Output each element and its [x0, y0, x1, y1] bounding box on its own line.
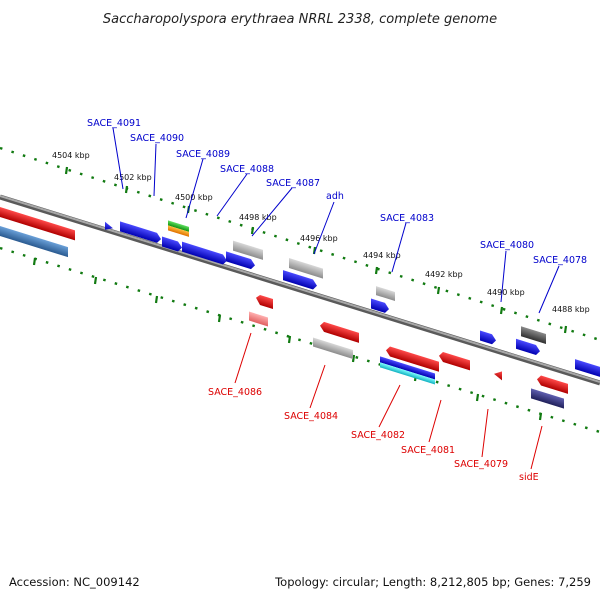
kbp-label: 4494 kbp	[363, 251, 401, 260]
gene-feature-sace-4089-green	[168, 220, 189, 232]
gene-label-sace-4086: SACE_4086	[208, 387, 262, 398]
accession-text: Accession: NC_009142	[9, 575, 140, 589]
kbp-label: 4498 kbp	[239, 213, 277, 222]
kbp-label: 4492 kbp	[425, 270, 463, 279]
gene-feature-blue-4083	[371, 298, 389, 313]
gene-feature-left-steel	[0, 225, 68, 258]
gene-feature-sace-4084	[313, 337, 353, 359]
reverse-gene-leaders	[234, 332, 543, 470]
gene-label-sace-4079: SACE_4079	[454, 459, 508, 470]
gene-feature-sace-4080	[480, 330, 496, 345]
kbp-label: 4502 kbp	[114, 173, 152, 182]
gene-feature-left-red	[0, 206, 75, 241]
gene-feature-red-arrow	[320, 321, 359, 343]
gene-feature-adh-blue	[283, 270, 317, 290]
reverse-gene-features	[0, 206, 568, 409]
gene-label-sace-4091: SACE_4091	[87, 118, 141, 129]
kbp-label: 4490 kbp	[487, 288, 525, 297]
kbp-label: 4496 kbp	[300, 234, 338, 243]
gene-feature-sace-4081	[439, 351, 470, 371]
gene-feature-sidE	[531, 388, 564, 409]
gene-label-sace-4089: SACE_4089	[176, 149, 230, 160]
gene-label-sace-4084: SACE_4084	[284, 411, 338, 422]
gene-label-sace-4083: SACE_4083	[380, 213, 434, 224]
gene-feature-sace-4082-blue	[380, 356, 435, 380]
kbp-label: 4500 kbp	[175, 193, 213, 202]
inner-tick-track	[0, 246, 600, 434]
gene-feature-adh	[289, 258, 323, 279]
gene-label-sace-4081: SACE_4081	[401, 445, 455, 456]
gene-feature-sace-4086	[256, 294, 273, 310]
forward-gene-labels: SACE_4091 SACE_4090 SACE_4089 SACE_4088 …	[87, 118, 587, 266]
kbp-label: 4488 kbp	[552, 305, 590, 314]
gene-feature-sace-4087	[226, 251, 255, 270]
gene-feature-sace-4086-pink	[249, 311, 268, 327]
gene-feature-sace-4089-orange	[168, 225, 189, 237]
gene-label-sace-4082: SACE_4082	[351, 430, 405, 441]
kbp-label: 4504 kbp	[52, 151, 90, 160]
gene-feature-blue-4078	[516, 338, 540, 355]
gene-label-sace-4087: SACE_4087	[266, 178, 320, 189]
gene-feature-sace-4088	[182, 241, 227, 265]
major-ticks-inner	[32, 257, 543, 421]
forward-gene-features	[105, 220, 600, 379]
gene-label-sidE: sidE	[519, 472, 539, 483]
gene-label-sace-4090: SACE_4090	[130, 133, 184, 144]
gene-feature-sace-4090	[120, 221, 161, 243]
gene-feature-sace-4083	[376, 286, 395, 302]
gene-label-sace-4080: SACE_4080	[480, 240, 534, 251]
gene-feature-sace-4078	[521, 326, 546, 345]
gene-label-adh: adh	[326, 191, 344, 202]
gene-feature-small-blue	[162, 236, 182, 252]
forward-gene-leaders	[112, 127, 560, 314]
gene-label-sace-4078: SACE_4078	[533, 255, 587, 266]
gene-label-sace-4088: SACE_4088	[220, 164, 274, 175]
kbp-ruler-labels: 4504 kbp 4502 kbp 4500 kbp 4498 kbp 4496…	[52, 151, 590, 314]
reverse-gene-labels: SACE_4086 SACE_4084 SACE_4082 SACE_4081 …	[208, 387, 539, 483]
topology-text: Topology: circular; Length: 8,212,805 bp…	[274, 575, 591, 589]
gene-feature-sace-4091	[105, 221, 113, 230]
gene-feature-sace-4082	[386, 346, 439, 372]
map-title: Saccharopolyspora erythraea NRRL 2338, c…	[103, 12, 497, 27]
gene-feature-sace-4082-cyan	[380, 362, 435, 385]
gene-feature-sidE-red	[537, 375, 568, 394]
gene-feature-sace-4079	[494, 371, 502, 381]
genome-backbone	[0, 194, 600, 386]
gene-feature-grey-4088	[233, 240, 263, 260]
